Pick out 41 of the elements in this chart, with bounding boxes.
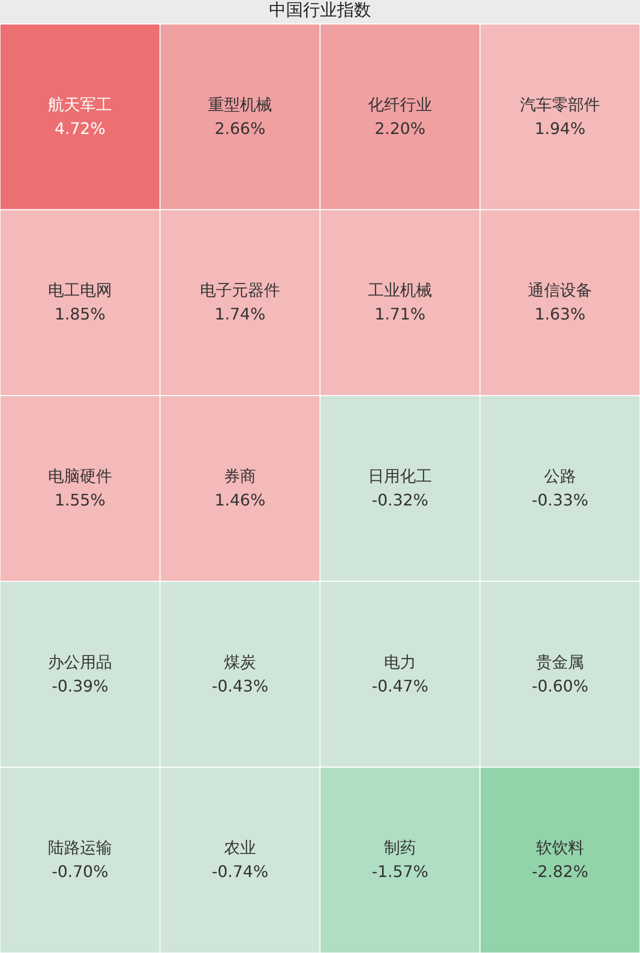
category-label: 通信设备 bbox=[528, 280, 592, 300]
data-label: -0.32% bbox=[372, 490, 428, 510]
category-label: 重型机械 bbox=[208, 94, 272, 114]
data-label: 2.20% bbox=[374, 118, 426, 138]
category-label: 陆路运输 bbox=[48, 838, 112, 858]
data-label: 4.72% bbox=[54, 118, 106, 138]
data-label: 1.55% bbox=[54, 490, 106, 510]
category-label: 日用化工 bbox=[368, 466, 432, 486]
category-label: 公路 bbox=[544, 466, 576, 486]
data-label: -0.43% bbox=[212, 676, 268, 696]
data-label: 1.46% bbox=[214, 490, 266, 510]
category-label: 工业机械 bbox=[368, 280, 432, 300]
category-label: 制药 bbox=[384, 838, 416, 858]
category-label: 电工电网 bbox=[48, 280, 112, 300]
data-label: 1.71% bbox=[374, 304, 426, 324]
data-label: -0.47% bbox=[372, 676, 428, 696]
data-label: -1.57% bbox=[372, 862, 428, 882]
category-label: 煤炭 bbox=[224, 652, 256, 672]
category-label: 电子元器件 bbox=[200, 280, 280, 300]
category-label: 软饮料 bbox=[536, 838, 584, 858]
data-label: -2.82% bbox=[532, 862, 588, 882]
category-label: 化纤行业 bbox=[368, 94, 432, 114]
category-label: 办公用品 bbox=[48, 652, 112, 672]
text: 中国行业指数 bbox=[269, 0, 371, 20]
data-label: -0.74% bbox=[212, 862, 268, 882]
data-label: 2.66% bbox=[214, 118, 266, 138]
data-label: 1.74% bbox=[214, 304, 266, 324]
data-label: -0.39% bbox=[52, 676, 108, 696]
category-label: 农业 bbox=[224, 838, 256, 858]
data-label: 1.94% bbox=[534, 118, 586, 138]
data-label: 1.85% bbox=[54, 304, 106, 324]
category-label: 汽车零部件 bbox=[520, 94, 600, 114]
data-label: -0.60% bbox=[532, 676, 588, 696]
category-label: 电脑硬件 bbox=[48, 466, 112, 486]
category-label: 券商 bbox=[224, 466, 256, 486]
category-label: 航天军工 bbox=[48, 94, 112, 114]
category-label: 贵金属 bbox=[536, 652, 584, 672]
data-label: 1.63% bbox=[534, 304, 586, 324]
data-label: -0.33% bbox=[532, 490, 588, 510]
category-label: 电力 bbox=[384, 652, 416, 672]
data-label: -0.70% bbox=[52, 862, 108, 882]
